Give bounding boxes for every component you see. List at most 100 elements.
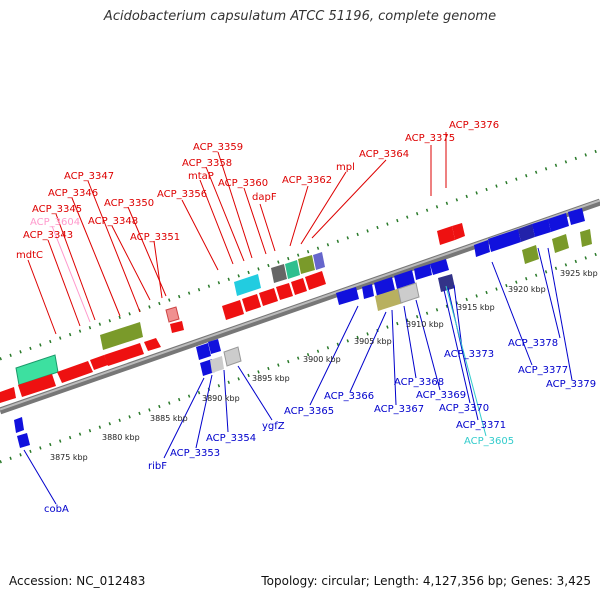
rna-leader-lines bbox=[445, 285, 487, 437]
gene-label[interactable]: ACP_3345 bbox=[32, 204, 82, 215]
gene-label[interactable]: ACP_3358 bbox=[182, 158, 232, 169]
gene-ACP_3370[interactable] bbox=[430, 259, 449, 275]
reverse-strand-genes bbox=[14, 208, 592, 448]
gene-left-2[interactable] bbox=[18, 374, 56, 397]
gene-left-4[interactable] bbox=[90, 355, 108, 370]
gene-label[interactable]: ACP_3370 bbox=[439, 403, 489, 414]
gene-small-1[interactable] bbox=[170, 321, 184, 333]
gene-ACP_3366[interactable] bbox=[375, 288, 403, 311]
scale-tick: 3925 kbp bbox=[560, 269, 598, 278]
pseudo-leader-lines bbox=[51, 225, 91, 323]
gene-label[interactable]: ACP_3375 bbox=[405, 133, 455, 144]
gene-mid-2[interactable] bbox=[259, 288, 278, 306]
gene-label[interactable]: ACP_3379 bbox=[546, 379, 596, 390]
gene-mpl[interactable] bbox=[313, 252, 325, 270]
gene-rev-7[interactable] bbox=[414, 264, 432, 280]
gene-dapF[interactable] bbox=[285, 260, 300, 279]
scale-tick: 3905 kbp bbox=[354, 337, 392, 346]
gene-ACP_3353[interactable] bbox=[210, 356, 224, 373]
gene-label[interactable]: ribF bbox=[148, 461, 167, 472]
gene-rev-6[interactable] bbox=[394, 270, 415, 289]
gene-label[interactable]: ACP_3348 bbox=[88, 216, 138, 227]
gene-left-1[interactable] bbox=[0, 387, 16, 403]
gene-left-5[interactable] bbox=[104, 343, 144, 366]
gene-mtaP[interactable] bbox=[234, 274, 261, 296]
gene-mid-1[interactable] bbox=[242, 294, 261, 312]
gene-rev-10[interactable] bbox=[518, 224, 535, 242]
gene-rev-11[interactable] bbox=[532, 219, 551, 237]
gene-label[interactable]: ACP_3376 bbox=[449, 120, 499, 131]
gene-mid-4[interactable] bbox=[291, 278, 307, 295]
gene-label[interactable]: ACP_3365 bbox=[284, 406, 334, 417]
gene-label[interactable]: mdtC bbox=[16, 250, 43, 261]
gene-rev-5[interactable] bbox=[374, 277, 395, 296]
gene-rev-9[interactable] bbox=[488, 229, 521, 252]
scale-tick: 3890 kbp bbox=[202, 394, 240, 403]
gene-ACP_3356[interactable] bbox=[222, 300, 244, 320]
gene-ACP_3367[interactable] bbox=[397, 282, 420, 304]
gene-ACP_3362[interactable] bbox=[298, 255, 315, 274]
gene-rev-8[interactable] bbox=[474, 240, 490, 257]
gene-label[interactable]: ACP_3343 bbox=[23, 230, 73, 241]
gene-ACP_3369[interactable] bbox=[438, 274, 455, 292]
gene-cobA-2[interactable] bbox=[17, 433, 30, 448]
gene-ACP_3351[interactable] bbox=[165, 306, 180, 323]
gene-label[interactable]: ACP_3377 bbox=[518, 365, 568, 376]
gene-left-3[interactable] bbox=[57, 361, 93, 383]
gene-ACP_3377[interactable] bbox=[522, 245, 539, 264]
pseudo-labels: ACP_3604 bbox=[30, 217, 80, 228]
gene-label[interactable]: dapF bbox=[252, 192, 277, 203]
gene-label[interactable]: ACP_3353 bbox=[170, 448, 220, 459]
gene-left-6[interactable] bbox=[144, 338, 161, 351]
gene-label[interactable]: ACP_3346 bbox=[48, 188, 98, 199]
accession-text: Accession: NC_012483 bbox=[9, 574, 146, 588]
gene-label[interactable]: cobA bbox=[44, 504, 69, 515]
gene-label[interactable]: ACP_3371 bbox=[456, 420, 506, 431]
gene-label[interactable]: ACP_3350 bbox=[104, 198, 154, 209]
gene-ribF[interactable] bbox=[196, 343, 211, 360]
scale-tick: 3880 kbp bbox=[102, 433, 140, 442]
gene-label[interactable]: ACP_3605 bbox=[464, 436, 514, 447]
gene-label[interactable]: ACP_3367 bbox=[374, 404, 424, 415]
scale-tick: 3920 kbp bbox=[508, 285, 546, 294]
gene-ACP_3379[interactable] bbox=[580, 229, 592, 247]
gene-ACP_3378[interactable] bbox=[552, 234, 569, 253]
scale-tick: 3910 kbp bbox=[406, 320, 444, 329]
gene-label[interactable]: ACP_3362 bbox=[282, 175, 332, 186]
reverse-leader-lines bbox=[23, 247, 573, 505]
outer-dotted-track bbox=[0, 148, 600, 361]
gene-label[interactable]: ACP_3354 bbox=[206, 433, 256, 444]
gene-ygfZ[interactable] bbox=[223, 346, 242, 367]
gene-label[interactable]: ACP_3360 bbox=[218, 178, 268, 189]
gene-ACP_3360-gray[interactable] bbox=[271, 264, 287, 283]
gene-rev-12[interactable] bbox=[548, 213, 569, 232]
gene-label[interactable]: ACP_3359 bbox=[193, 142, 243, 153]
gene-rev-13[interactable] bbox=[568, 208, 585, 225]
gene-mid-3[interactable] bbox=[276, 283, 293, 300]
gene-rev-1[interactable] bbox=[208, 339, 221, 354]
gene-label[interactable]: ACP_3378 bbox=[508, 338, 558, 349]
gene-rev-3[interactable] bbox=[336, 287, 359, 305]
gene-ACP_3376[interactable] bbox=[437, 226, 455, 245]
gene-label[interactable]: ACP_3604 bbox=[30, 217, 80, 228]
gene-label[interactable]: ACP_3369 bbox=[416, 390, 466, 401]
gene-cobA[interactable] bbox=[14, 417, 24, 433]
gene-label[interactable]: ACP_3356 bbox=[157, 189, 207, 200]
inner-dotted-track bbox=[0, 251, 600, 464]
gene-rev-4[interactable] bbox=[362, 284, 374, 299]
gene-label[interactable]: ACP_3364 bbox=[359, 149, 409, 160]
gene-label[interactable]: ACP_3366 bbox=[324, 391, 374, 402]
gene-label[interactable]: mpl bbox=[336, 162, 355, 173]
gene-label[interactable]: mtaP bbox=[188, 171, 214, 182]
gene-label[interactable]: ACP_3351 bbox=[130, 232, 180, 243]
gene-label[interactable]: ygfZ bbox=[262, 421, 285, 432]
gene-ACP_3345[interactable] bbox=[100, 322, 143, 350]
genome-title: Acidobacterium capsulatum ATCC 51196, co… bbox=[103, 9, 497, 24]
gene-label[interactable]: ACP_3347 bbox=[64, 171, 114, 182]
genome-summary-text: Topology: circular; Length: 4,127,356 bp… bbox=[261, 574, 591, 588]
gene-mid-5[interactable] bbox=[305, 271, 326, 290]
gene-label[interactable]: ACP_3373 bbox=[444, 349, 494, 360]
gene-ACP_3375[interactable] bbox=[452, 223, 465, 240]
gene-label[interactable]: ACP_3368 bbox=[394, 377, 444, 388]
